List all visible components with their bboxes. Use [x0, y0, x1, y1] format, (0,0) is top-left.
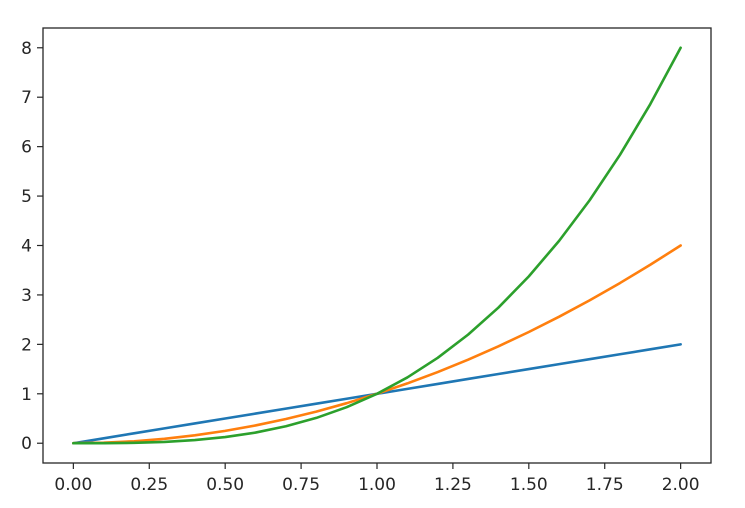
x-tick-label: 0.75 [282, 475, 320, 495]
x-tick-label: 0.50 [206, 475, 244, 495]
y-tick-label: 3 [21, 286, 32, 306]
y-tick-label: 7 [21, 88, 32, 108]
x-tick-label: 1.25 [434, 475, 472, 495]
series-layer [72, 46, 682, 445]
x-tick-label: 0.25 [130, 475, 168, 495]
x-tick-label: 1.50 [510, 475, 548, 495]
series-line-2 [72, 244, 682, 445]
y-tick-label: 4 [21, 237, 32, 257]
plot-frame [42, 27, 712, 464]
series-line-3 [72, 46, 682, 445]
x-tick-label: 0.00 [54, 475, 92, 495]
x-tick-label: 1.75 [586, 475, 624, 495]
x-tick-label: 2.00 [662, 475, 700, 495]
y-tick-label: 1 [21, 385, 32, 405]
y-tick-label: 0 [21, 434, 32, 454]
y-tick-label: 8 [21, 39, 32, 59]
y-tick-label: 6 [21, 138, 32, 158]
x-tick-label: 1.00 [358, 475, 396, 495]
ticks-layer: 0.00 0.25 0.50 0.75 1.00 1.25 1.50 1.75 2.00 0 1 2 3… [21, 39, 699, 495]
y-tick-label: 2 [21, 335, 32, 355]
y-tick-label: 5 [21, 187, 32, 207]
